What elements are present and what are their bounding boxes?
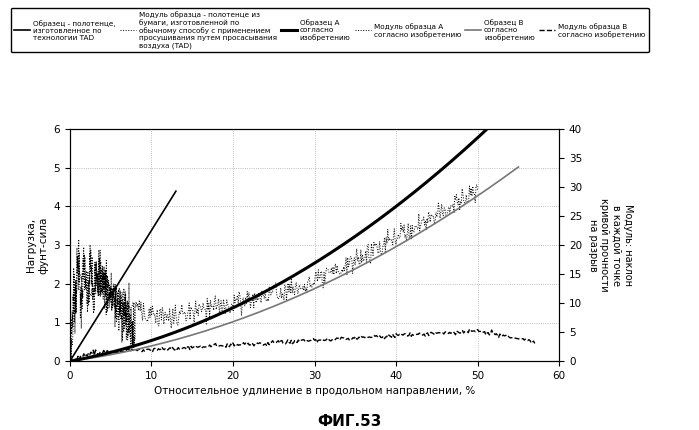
Y-axis label: Нагрузка,
фунт-сила: Нагрузка, фунт-сила: [27, 216, 48, 274]
Text: ФИГ.53: ФИГ.53: [317, 414, 382, 429]
Y-axis label: Модуль: наклон
в каждой точке
кривой прочности
на разрыв: Модуль: наклон в каждой точке кривой про…: [588, 198, 633, 292]
Legend: Образец - полотенце,
изготовленное по
технологии TAD, Модуль образца - полотенце: Образец - полотенце, изготовленное по те…: [10, 8, 649, 52]
X-axis label: Относительное удлинение в продольном направлении, %: Относительное удлинение в продольном нап…: [154, 387, 475, 396]
